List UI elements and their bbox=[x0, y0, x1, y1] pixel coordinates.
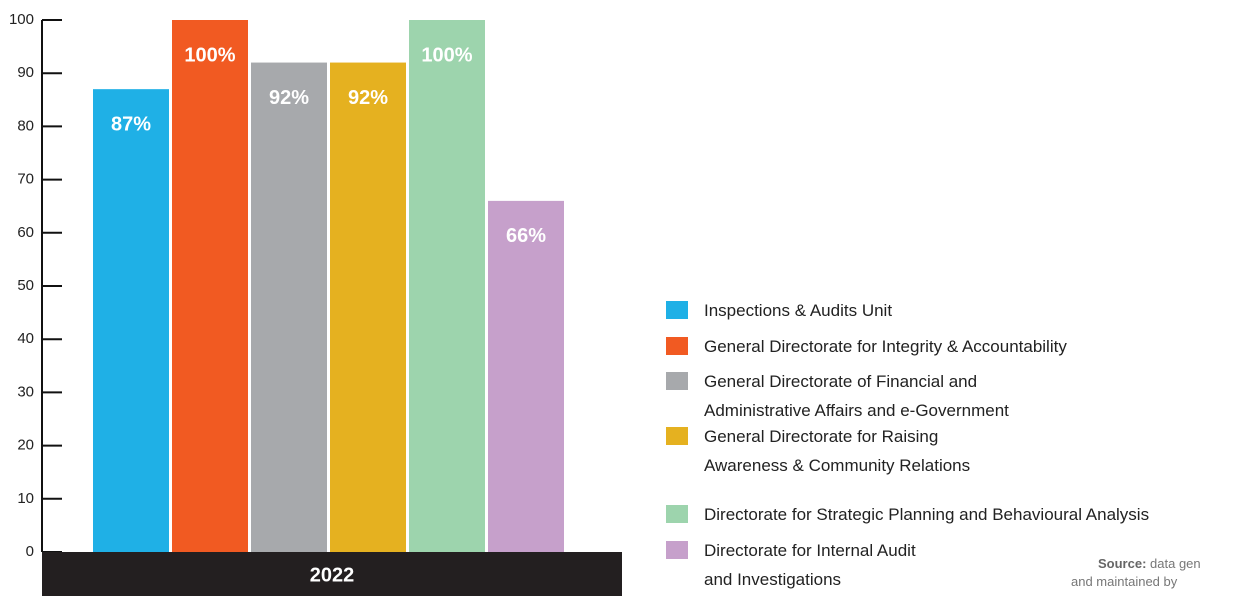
bar bbox=[93, 89, 169, 552]
source: Source: data gen bbox=[1098, 556, 1201, 571]
legend-swatch bbox=[666, 505, 688, 523]
source-text: data gen bbox=[1150, 556, 1201, 571]
legend-label: Directorate for Internal Audit and Inves… bbox=[704, 541, 916, 589]
y-tick-label: 40 bbox=[17, 330, 34, 347]
bar bbox=[172, 20, 248, 552]
legend-swatch bbox=[666, 301, 688, 319]
legend-item: Directorate for Strategic Planning and B… bbox=[666, 500, 1149, 529]
source-label: Source: bbox=[1098, 556, 1147, 571]
value-label: 92% bbox=[348, 87, 388, 109]
y-tick-label: 0 bbox=[26, 543, 34, 560]
category-band bbox=[42, 552, 622, 596]
legend-item: General Directorate for Raising Awarenes… bbox=[666, 422, 970, 480]
bar bbox=[409, 20, 485, 552]
legend-swatch bbox=[666, 372, 688, 390]
legend-item: General Directorate for Integrity & Acco… bbox=[666, 332, 1067, 361]
y-tick-label: 60 bbox=[17, 224, 34, 241]
y-tick-label: 10 bbox=[17, 490, 34, 507]
value-label: 87% bbox=[111, 113, 151, 135]
value-label: 100% bbox=[421, 44, 472, 66]
y-tick-label: 20 bbox=[17, 437, 34, 454]
legend-label: Directorate for Strategic Planning and B… bbox=[704, 505, 1150, 524]
y-tick-label: 80 bbox=[17, 117, 34, 134]
bar bbox=[251, 62, 327, 553]
legend-swatch bbox=[666, 541, 688, 559]
y-tick-label: 90 bbox=[17, 64, 34, 81]
legend-label: General Directorate for Raising Awarenes… bbox=[704, 427, 971, 475]
y-tick-label: 100 bbox=[9, 11, 34, 28]
value-label: 92% bbox=[269, 87, 309, 109]
value-label: 66% bbox=[506, 225, 546, 247]
legend-swatch bbox=[666, 427, 688, 445]
legend-item: General Directorate of Financial and Adm… bbox=[666, 367, 1009, 425]
bar bbox=[330, 62, 406, 553]
legend-label: General Directorate for Integrity & Acco… bbox=[704, 337, 1067, 356]
value-label: 100% bbox=[184, 44, 235, 66]
y-tick-label: 50 bbox=[17, 277, 34, 294]
legend-label: Inspections & Audits Unit bbox=[704, 301, 893, 320]
y-tick-label: 70 bbox=[17, 171, 34, 188]
source-text: and maintained by bbox=[1071, 574, 1178, 589]
y-tick-label: 30 bbox=[17, 383, 34, 400]
legend-item: Directorate for Internal Audit and Inves… bbox=[666, 536, 916, 594]
legend-item: Inspections & Audits Unit bbox=[666, 296, 892, 325]
legend-swatch bbox=[666, 337, 688, 355]
bar bbox=[488, 200, 564, 552]
x-tick-label: 2022 bbox=[310, 564, 355, 586]
legend-label: General Directorate of Financial and Adm… bbox=[704, 372, 1009, 420]
